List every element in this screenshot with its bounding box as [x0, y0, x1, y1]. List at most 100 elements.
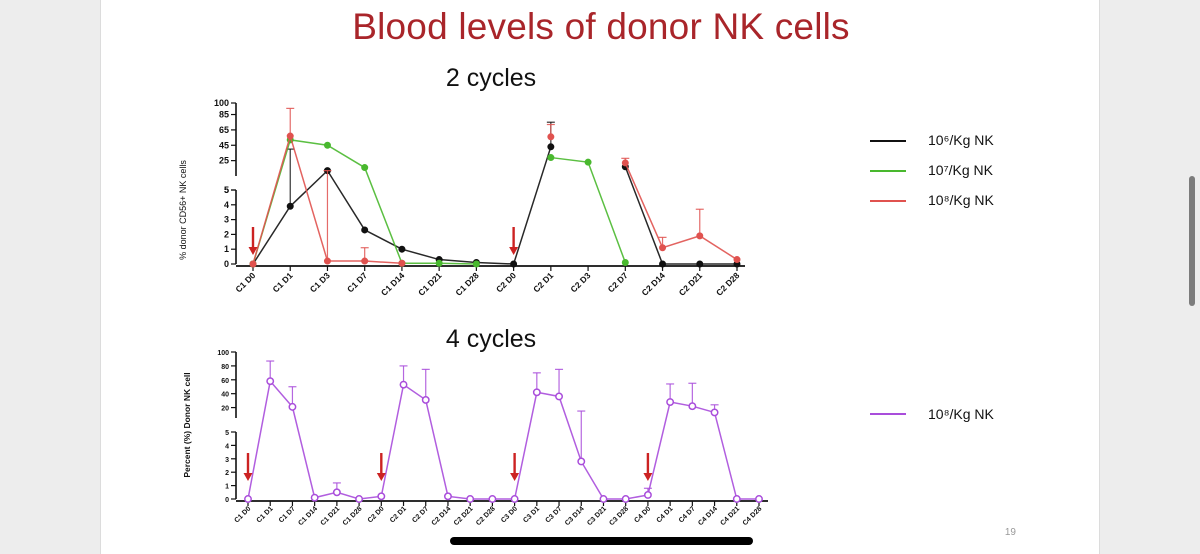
x-tick-label: C1 D14	[297, 505, 319, 527]
data-point	[323, 257, 331, 265]
x-tick-label: C4 D7	[678, 505, 697, 524]
x-tick-label: C3 D1	[522, 505, 541, 524]
slide: Blood levels of donor NK cells 2 cycles …	[100, 0, 1100, 554]
y-tick-label: 100	[217, 350, 229, 357]
x-tick-label: C3 D21	[586, 505, 608, 527]
legend-label: 10⁸/Kg NK	[928, 406, 994, 422]
x-tick-label: C2 D7	[411, 505, 430, 524]
x-tick-label: C4 D14	[697, 505, 719, 527]
y-tick-label: 60	[221, 378, 229, 385]
dose-arrow-head	[643, 473, 653, 481]
data-point	[355, 495, 364, 503]
legend-label: 10⁷/Kg NK	[928, 162, 994, 178]
y-tick-label: 5	[224, 185, 229, 195]
data-point	[398, 259, 406, 267]
y-tick-label: 2	[225, 470, 229, 477]
x-tick-label: C2 D14	[431, 505, 453, 527]
data-point	[244, 495, 252, 503]
data-point	[398, 245, 406, 253]
data-point	[696, 232, 704, 240]
x-tick-label: C2 D0	[367, 505, 386, 524]
y-tick-label: 2	[224, 229, 229, 239]
x-tick-label: C1 D28	[453, 270, 481, 298]
data-point	[377, 492, 386, 501]
y-tick-label: 3	[224, 215, 229, 225]
dose-arrow-head	[509, 247, 519, 255]
chart-title-2-cycles: 2 cycles	[445, 64, 537, 92]
y-tick-label: 3	[225, 457, 229, 464]
dose-arrow-head	[376, 473, 386, 481]
x-tick-label: C3 D0	[500, 505, 519, 524]
dose-arrow-head	[243, 473, 253, 481]
legend-label: 10⁸/Kg NK	[928, 192, 994, 208]
data-point	[421, 395, 430, 404]
data-point	[666, 398, 675, 406]
data-point	[361, 257, 369, 265]
data-point	[399, 380, 408, 389]
y-tick-label: 5	[225, 430, 229, 437]
data-point	[547, 143, 555, 151]
data-point	[249, 260, 257, 268]
y-tick-label: 20	[221, 406, 229, 413]
series-red	[249, 107, 741, 268]
y-tick-label: 85	[219, 110, 229, 120]
x-tick-label: C2 D3	[568, 270, 592, 294]
data-point	[361, 164, 369, 172]
y-tick-label: 5	[224, 185, 229, 195]
series-line	[550, 156, 627, 263]
home-indicator-bar[interactable]	[450, 537, 753, 545]
y-tick-label: 4	[224, 200, 229, 210]
y-axis-label: Percent (%) Donor NK cell	[182, 372, 192, 477]
x-tick-label: C1 D3	[308, 270, 332, 294]
page-number: 19	[1004, 527, 1016, 538]
data-point	[577, 457, 586, 466]
x-tick-label: C1 D21	[416, 270, 444, 298]
data-point	[621, 259, 629, 267]
data-point	[710, 408, 719, 417]
series-line	[624, 166, 737, 265]
data-point	[286, 132, 294, 140]
data-point	[510, 495, 519, 503]
x-tick-label: C4 D1	[656, 505, 675, 524]
x-tick-label: C2 D21	[453, 505, 475, 527]
series-purple	[244, 360, 763, 503]
data-point	[547, 133, 555, 141]
x-tick-label: C2 D1	[531, 270, 555, 294]
x-tick-label: C1 D7	[278, 505, 297, 524]
x-tick-label: C2 D0	[494, 270, 518, 294]
data-point	[361, 226, 369, 234]
x-tick-label: C1 D14	[379, 270, 407, 298]
x-tick-label: C4 D0	[633, 505, 652, 524]
data-point	[621, 495, 630, 503]
data-point	[266, 377, 275, 386]
y-tick-label: 45	[219, 140, 229, 150]
data-point	[599, 495, 608, 503]
y-axis-label: % donor CD56+ NK cells	[178, 160, 188, 260]
x-tick-label: C3 D14	[564, 505, 586, 527]
vertical-scrollbar[interactable]	[1189, 176, 1195, 306]
x-tick-label: C1 D0	[233, 505, 252, 524]
x-tick-label: C1 D0	[233, 270, 257, 294]
dose-arrow-head	[510, 473, 520, 481]
data-point	[488, 495, 497, 503]
data-point	[659, 244, 667, 252]
data-point	[472, 260, 480, 268]
series-line	[624, 162, 738, 261]
data-point	[621, 159, 629, 167]
data-point	[733, 256, 741, 264]
y-tick-label: 0	[225, 497, 229, 504]
y-tick-label: 100	[214, 98, 229, 108]
chart-2: 0 1 2 3 4 5 20 40 60 80 100 Percent (%) Donor NK ce…	[182, 350, 994, 527]
series-line	[247, 379, 759, 500]
y-tick-label: 40	[221, 392, 229, 399]
x-tick-label: C1 D28	[342, 505, 364, 527]
y-tick-label: 1	[225, 484, 229, 491]
y-tick-label: 1	[224, 244, 229, 254]
y-tick-label: 65	[219, 125, 229, 135]
x-tick-label: C4 D28	[742, 505, 764, 527]
x-tick-label: C2 D14	[639, 270, 667, 298]
data-point	[444, 492, 452, 501]
x-tick-label: C2 D1	[389, 505, 408, 524]
